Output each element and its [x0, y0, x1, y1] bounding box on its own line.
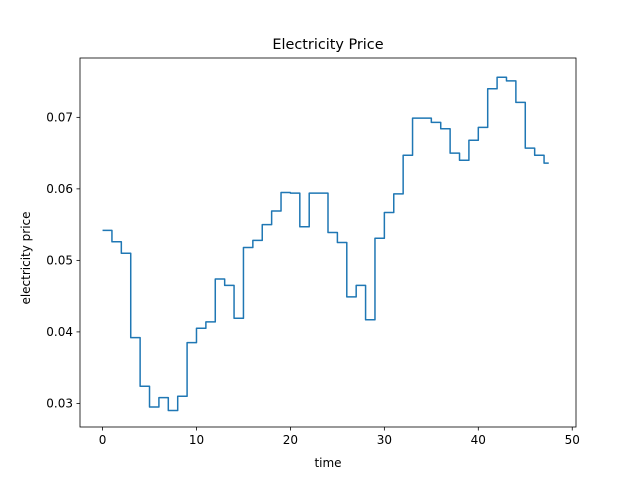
- x-tick-label: 20: [283, 433, 298, 447]
- x-tick-label: 50: [565, 433, 580, 447]
- y-tick-label: 0.06: [46, 182, 73, 196]
- y-axis-ticks: 0.03 0.04 0.05 0.06 0.07: [46, 111, 80, 411]
- plot-area: [79, 57, 577, 428]
- y-tick-label: 0.04: [46, 325, 73, 339]
- y-axis-label: electricity price: [19, 211, 33, 304]
- x-axis-ticks: 0 10 20 30 40 50: [99, 427, 580, 447]
- plot-frame: [79, 57, 577, 428]
- x-tick-label: 40: [471, 433, 486, 447]
- x-axis-label: time: [314, 456, 341, 470]
- chart-title: Electricity Price: [272, 37, 383, 53]
- y-tick-label: 0.05: [46, 254, 73, 268]
- x-tick-label: 30: [377, 433, 392, 447]
- x-tick-label: 0: [99, 433, 107, 447]
- y-tick-label: 0.03: [46, 397, 73, 411]
- x-tick-label: 10: [189, 433, 204, 447]
- y-tick-label: 0.07: [46, 111, 73, 125]
- series-line-0: [102, 76, 549, 412]
